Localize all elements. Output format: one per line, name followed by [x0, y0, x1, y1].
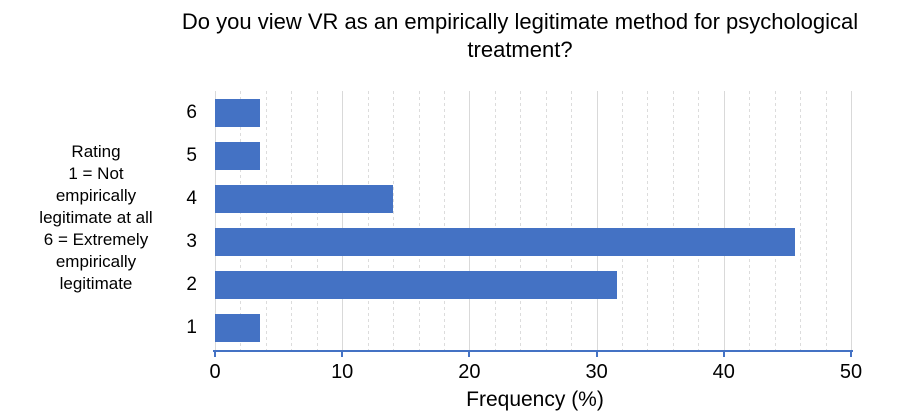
- x-tick-label: 30: [585, 361, 608, 383]
- y-axis-label-line: legitimate at all: [39, 208, 153, 227]
- x-tick-mark: [850, 350, 852, 357]
- major-gridline: [596, 91, 598, 350]
- x-tick-label: 10: [331, 361, 354, 383]
- minor-gridline: [800, 91, 802, 350]
- chart-title-line: treatment?: [467, 37, 573, 62]
- chart-title-line: Do you view VR as an empirically legitim…: [181, 9, 859, 34]
- y-axis-label-line: legitimate: [59, 274, 133, 293]
- plot-area: [215, 91, 852, 350]
- bar-rating-2: [215, 271, 617, 300]
- y-axis-label-line: Rating: [71, 142, 121, 161]
- y-axis-label: Rating 1 = Not empirically legitimate at al…: [21, 141, 171, 295]
- minor-gridline: [749, 91, 751, 350]
- x-tick-label: 0: [209, 361, 221, 383]
- minor-gridline: [291, 91, 293, 350]
- minor-gridline: [774, 91, 776, 350]
- bar-rating-1: [215, 314, 260, 343]
- major-gridline: [469, 91, 471, 350]
- x-axis-line: [213, 350, 853, 352]
- major-gridline: [851, 91, 852, 350]
- minor-gridline: [494, 91, 496, 350]
- x-tick-mark: [722, 350, 725, 357]
- y-axis-label-line: empirically: [55, 186, 137, 205]
- chart-title: Do you view VR as an empirically legitim…: [130, 8, 910, 64]
- x-tick-label: 40: [712, 361, 735, 383]
- x-tick-label: 50: [839, 361, 863, 383]
- bar-rating-4: [215, 184, 394, 213]
- y-category-label: 6: [186, 101, 197, 123]
- minor-gridline: [367, 91, 369, 350]
- y-category-label: 1: [186, 317, 197, 339]
- x-tick-mark: [214, 350, 216, 357]
- x-tick-mark: [595, 350, 598, 357]
- y-category-label: 4: [186, 187, 197, 209]
- x-axis-title: Frequency (%): [466, 388, 604, 411]
- y-axis-label-line: empirically: [55, 252, 137, 271]
- minor-gridline: [393, 91, 395, 350]
- y-axis-label-line: 6 = Extremely: [43, 230, 149, 249]
- minor-gridline: [520, 91, 522, 350]
- y-category-label: 2: [186, 274, 197, 296]
- minor-gridline: [647, 91, 649, 350]
- y-axis-label-line: 1 = Not: [68, 164, 124, 183]
- minor-gridline: [265, 91, 267, 350]
- major-gridline: [215, 91, 216, 350]
- minor-gridline: [622, 91, 624, 350]
- minor-gridline: [240, 91, 242, 350]
- bar-rating-6: [215, 98, 260, 127]
- minor-gridline: [418, 91, 420, 350]
- y-category-label: 3: [186, 231, 197, 253]
- major-gridline: [723, 91, 725, 350]
- minor-gridline: [443, 91, 445, 350]
- y-category-label: 5: [186, 144, 197, 166]
- minor-gridline: [545, 91, 547, 350]
- minor-gridline: [672, 91, 674, 350]
- x-tick-label: 20: [458, 361, 481, 383]
- major-gridline: [342, 91, 344, 350]
- x-tick-mark: [341, 350, 344, 357]
- minor-gridline: [571, 91, 573, 350]
- bar-rating-5: [215, 141, 260, 170]
- minor-gridline: [316, 91, 318, 350]
- bar-rating-3: [215, 228, 796, 257]
- minor-gridline: [825, 91, 827, 350]
- minor-gridline: [698, 91, 700, 350]
- x-tick-mark: [468, 350, 471, 357]
